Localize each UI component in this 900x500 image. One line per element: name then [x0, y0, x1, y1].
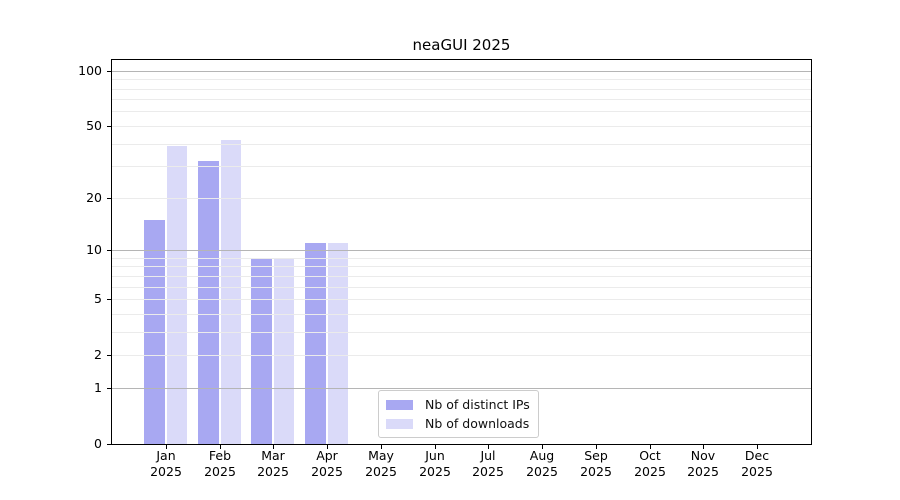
y-tick-label: 2 — [94, 347, 102, 362]
gridline-minor — [112, 126, 811, 127]
y-tick-label: 20 — [86, 190, 102, 205]
x-tick-label-feb: Feb 2025 — [204, 448, 236, 479]
gridline-minor — [112, 198, 811, 199]
y-tick-mark — [107, 355, 111, 356]
bar-nb-of-distinct-ips-apr — [305, 243, 326, 444]
y-tick-mark — [107, 388, 111, 389]
x-tick-mark — [273, 445, 274, 449]
bar-nb-of-downloads-mar — [274, 258, 294, 444]
gridline-minor — [112, 276, 811, 277]
gridline-minor — [112, 166, 811, 167]
legend-swatch-downloads — [386, 418, 413, 429]
y-tick-mark — [107, 71, 111, 72]
x-tick-mark — [596, 445, 597, 449]
gridline-minor — [112, 144, 811, 145]
legend-label-downloads: Nb of downloads — [425, 416, 530, 431]
gridline-minor — [112, 111, 811, 112]
x-tick-label-aug: Aug 2025 — [526, 448, 558, 479]
gridline-minor — [112, 79, 811, 80]
gridline-minor — [112, 299, 811, 300]
bar-nb-of-distinct-ips-mar — [251, 258, 272, 444]
gridline-minor — [112, 258, 811, 259]
y-tick-mark — [107, 198, 111, 199]
x-tick-label-sep: Sep 2025 — [580, 448, 612, 479]
legend-item-distinct-ips: Nb of distinct IPs — [386, 397, 530, 412]
legend-swatch-distinct-ips — [386, 399, 413, 410]
x-tick-mark — [435, 445, 436, 449]
bar-nb-of-downloads-feb — [221, 140, 241, 444]
y-tick-mark — [107, 250, 111, 251]
y-tick-label: 50 — [86, 118, 102, 133]
legend: Nb of distinct IPs Nb of downloads — [378, 390, 539, 438]
x-tick-mark — [327, 445, 328, 449]
x-tick-label-apr: Apr 2025 — [311, 448, 343, 479]
x-tick-label-may: May 2025 — [365, 448, 397, 479]
x-tick-mark — [542, 445, 543, 449]
x-tick-label-jan: Jan 2025 — [150, 448, 182, 479]
legend-label-distinct-ips: Nb of distinct IPs — [425, 397, 530, 412]
y-tick-mark — [107, 444, 111, 445]
gridline-major — [112, 388, 811, 389]
chart-title: neaGUI 2025 — [412, 36, 511, 54]
x-tick-mark — [381, 445, 382, 449]
legend-item-downloads: Nb of downloads — [386, 416, 530, 431]
plot-area: Nb of distinct IPs Nb of downloads — [111, 59, 812, 445]
y-tick-mark — [107, 299, 111, 300]
y-tick-label: 5 — [94, 291, 102, 306]
gridline-minor — [112, 89, 811, 90]
y-tick-label: 10 — [86, 242, 102, 257]
x-tick-label-mar: Mar 2025 — [257, 448, 289, 479]
y-tick-label: 0 — [94, 436, 102, 451]
y-tick-label: 1 — [94, 380, 102, 395]
gridline-minor — [112, 314, 811, 315]
gridline-minor — [112, 266, 811, 267]
x-tick-mark — [757, 445, 758, 449]
x-tick-label-jul: Jul 2025 — [472, 448, 504, 479]
x-tick-label-dec: Dec 2025 — [741, 448, 773, 479]
x-tick-mark — [220, 445, 221, 449]
y-tick-label: 100 — [78, 63, 102, 78]
gridline-minor — [112, 99, 811, 100]
x-tick-mark — [650, 445, 651, 449]
y-tick-mark — [107, 126, 111, 127]
x-tick-mark — [166, 445, 167, 449]
bar-nb-of-downloads-jan — [167, 146, 187, 444]
bar-nb-of-distinct-ips-feb — [198, 161, 219, 444]
gridline-minor — [112, 287, 811, 288]
x-tick-mark — [488, 445, 489, 449]
gridline-major — [112, 250, 811, 251]
gridline-minor — [112, 355, 811, 356]
x-tick-label-jun: Jun 2025 — [419, 448, 451, 479]
gridline-major — [112, 71, 811, 72]
bar-nb-of-downloads-apr — [328, 243, 348, 444]
gridline-minor — [112, 332, 811, 333]
x-tick-mark — [703, 445, 704, 449]
x-tick-label-oct: Oct 2025 — [634, 448, 666, 479]
x-tick-label-nov: Nov 2025 — [687, 448, 719, 479]
